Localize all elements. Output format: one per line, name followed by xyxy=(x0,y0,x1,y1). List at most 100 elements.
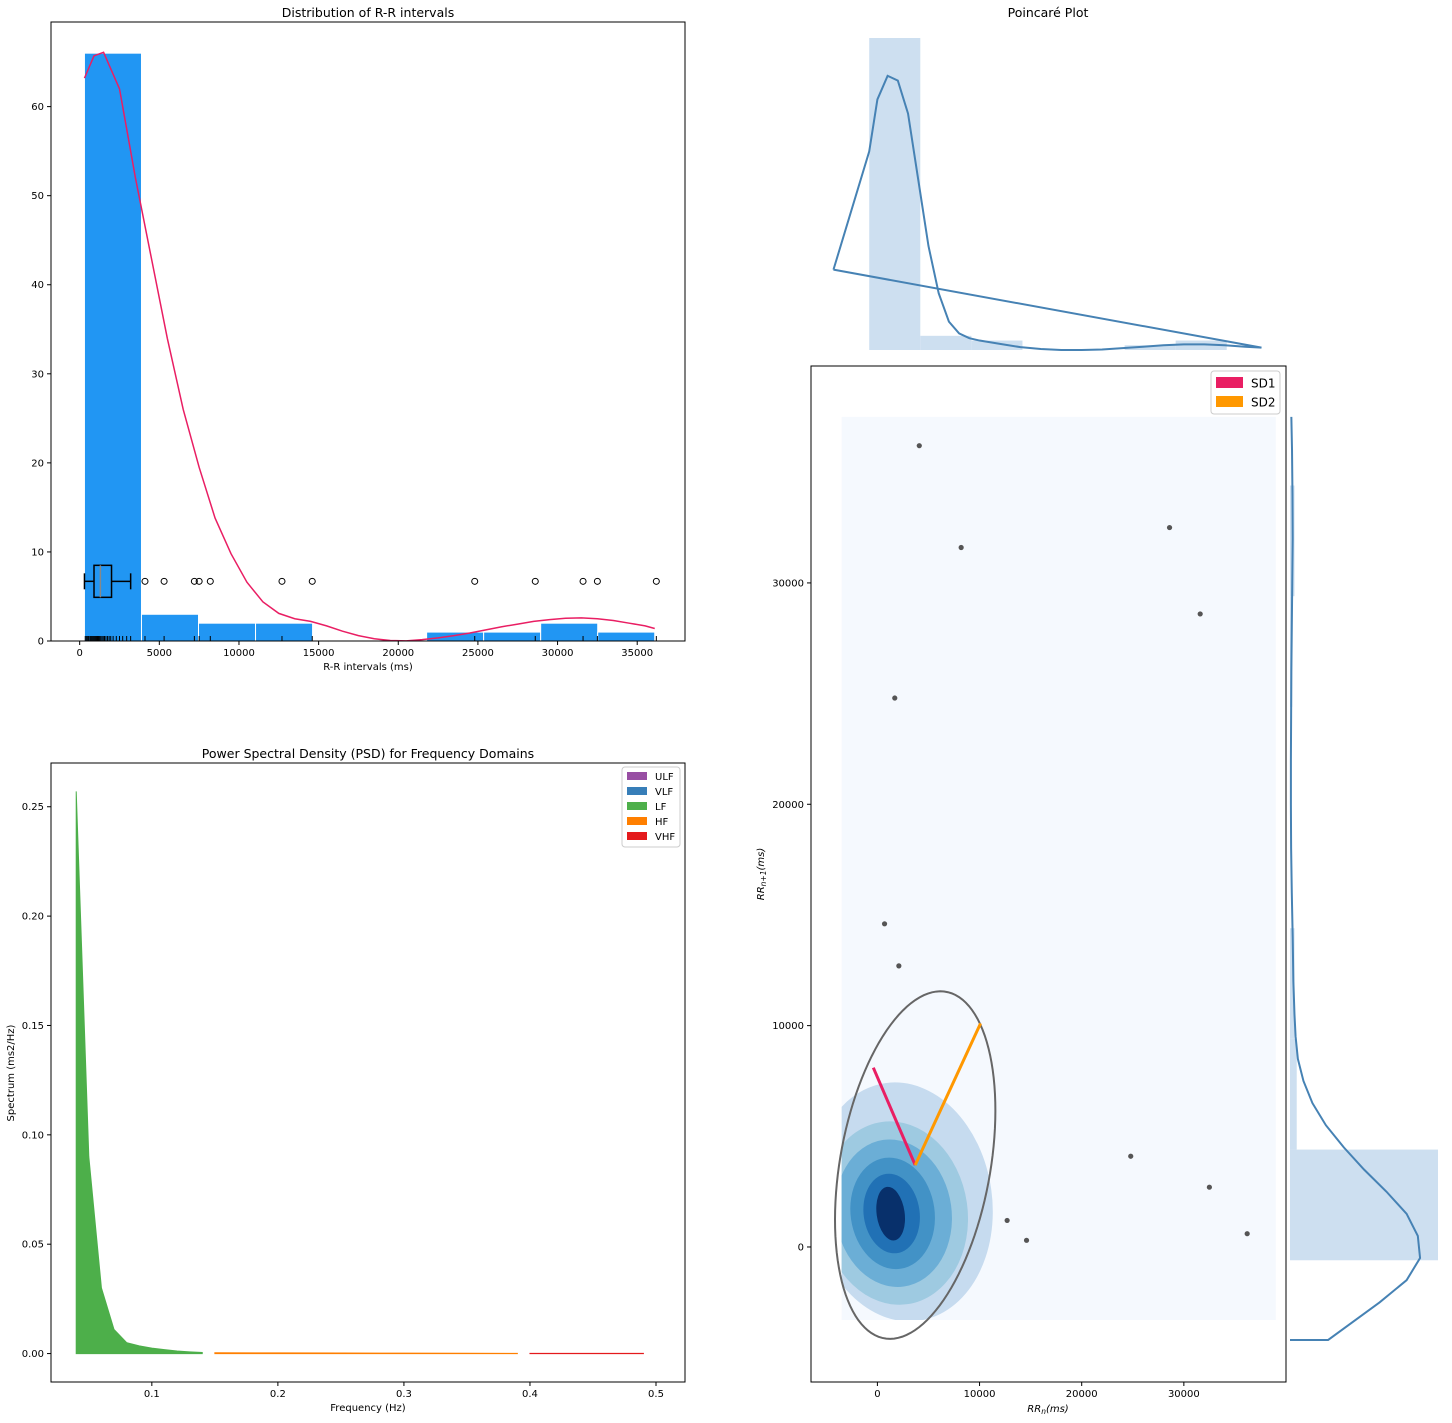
hist-xlabel: R-R intervals (ms) xyxy=(323,662,413,673)
hist-xtick-label: 15000 xyxy=(303,648,335,659)
psd-ytick-label: 0.00 xyxy=(22,1349,44,1360)
hist-outlier-point xyxy=(471,577,479,585)
poincare-chart: Poincaré Plot 0 10000 20000 30000 0 10000 2000… xyxy=(756,5,1438,1416)
poincare-point xyxy=(1004,1217,1010,1224)
hist-kde-line xyxy=(83,51,655,641)
poincare-ytick-label: 20000 xyxy=(772,800,804,811)
psd-ylabel: Spectrum (ms2/Hz) xyxy=(6,1024,17,1121)
poincare-point xyxy=(1197,611,1203,617)
poincare-legend-swatch xyxy=(1216,396,1243,407)
poincare-title: Poincaré Plot xyxy=(1008,5,1089,20)
psd-xtick-label: 0.4 xyxy=(522,1389,538,1400)
psd-legend-label: HF xyxy=(655,817,669,828)
poincare-legend-swatch xyxy=(1216,377,1243,388)
hist-bar xyxy=(140,613,200,641)
psd-legend-label: VHF xyxy=(655,832,675,843)
psd-legend-swatch xyxy=(627,772,647,780)
hist-xtick-label: 5000 xyxy=(147,648,172,659)
poincare-point xyxy=(892,695,898,701)
psd-xlabel: Frequency (Hz) xyxy=(330,1403,406,1414)
psd-legend-label: LF xyxy=(655,802,667,813)
poincare-ytick-label: 10000 xyxy=(772,1021,804,1032)
hist-plot-area xyxy=(83,51,660,641)
hist-outlier-point xyxy=(278,577,286,585)
poincare-point xyxy=(1023,1237,1030,1243)
hist-ytick-label: 10 xyxy=(31,547,44,558)
poincare-marginal-x-bar xyxy=(971,340,1023,350)
poincare-marginal-y-kde xyxy=(1289,416,1422,1341)
psd-ytick-label: 0.15 xyxy=(22,1021,44,1032)
hist-outlier-point xyxy=(190,577,198,585)
poincare-plot-area xyxy=(834,416,1276,1340)
poincare-xtick-label: 10000 xyxy=(964,1389,996,1400)
psd-legend: ULF VLF LF HF VHF xyxy=(621,766,681,848)
hist-outlier-point xyxy=(308,577,316,585)
hist-xtick-label: 10000 xyxy=(223,648,255,659)
poincare-xtick-label: 0 xyxy=(874,1389,880,1400)
poincare-sd1-line xyxy=(871,1067,917,1166)
psd-axes-frame xyxy=(50,762,686,1383)
poincare-xlabel: RRn(ms) xyxy=(1027,1404,1068,1416)
hist-ytick-label: 20 xyxy=(31,458,44,469)
hist-outlier-point xyxy=(206,577,214,585)
poincare-xtick-label: 20000 xyxy=(1066,1389,1098,1400)
psd-ytick-label: 0.10 xyxy=(22,1130,44,1141)
hist-xtick-label: 0 xyxy=(76,648,82,659)
hist-ytick-label: 60 xyxy=(31,102,44,113)
hist-outlier-point xyxy=(652,577,660,585)
poincare-point xyxy=(896,963,902,969)
psd-legend-label: VLF xyxy=(655,787,673,798)
hist-bar xyxy=(198,622,257,641)
hist-bar xyxy=(540,622,599,641)
hist-bar xyxy=(83,52,142,641)
psd-legend-swatch xyxy=(627,787,647,795)
hist-xtick-label: 30000 xyxy=(542,648,574,659)
hist-ytick-label: 50 xyxy=(31,191,44,202)
psd-ytick-label: 0.25 xyxy=(22,802,44,813)
psd-xtick-label: 0.5 xyxy=(648,1389,664,1400)
psd-chart: Power Spectral Density (PSD) for Frequen… xyxy=(6,746,686,1414)
poincare-point xyxy=(881,921,888,927)
psd-title: Power Spectral Density (PSD) for Frequen… xyxy=(202,746,534,761)
hist-xtick-label: 35000 xyxy=(621,648,653,659)
psd-legend-swatch xyxy=(627,802,647,810)
psd-xtick-label: 0.1 xyxy=(144,1389,160,1400)
poincare-point xyxy=(1128,1153,1134,1159)
hist-xtick-label: 20000 xyxy=(382,648,414,659)
hist-outlier-point xyxy=(593,577,601,585)
hist-ytick-label: 30 xyxy=(31,369,44,380)
poincare-marginal-x-bar xyxy=(869,38,921,350)
poincare-ellipse xyxy=(834,990,997,1340)
poincare-point xyxy=(1244,1231,1250,1237)
poincare-density-contours xyxy=(841,1082,993,1321)
psd-area-hf xyxy=(214,1352,518,1355)
poincare-marginal-y xyxy=(1289,416,1438,1341)
poincare-ytick-label: 30000 xyxy=(772,578,804,589)
hist-ytick-label: 40 xyxy=(31,280,44,291)
poincare-marginal-y-bar xyxy=(1290,1038,1297,1150)
poincare-xtick-label: 30000 xyxy=(1168,1389,1200,1400)
poincare-ylabel: RRn+1(ms) xyxy=(756,848,768,900)
poincare-marginal-x-bar xyxy=(1124,345,1176,350)
psd-xtick-label: 0.2 xyxy=(270,1389,286,1400)
psd-legend-swatch xyxy=(627,817,647,825)
hist-ticks: 0 5000 10000 15000 20000 25000 30000 35000 0 10 20… xyxy=(31,102,653,659)
hist-box xyxy=(93,564,113,599)
rr-histogram-chart: Distribution of R-R intervals 0 5000 10000… xyxy=(31,5,686,673)
hist-title: Distribution of R-R intervals xyxy=(282,5,454,20)
poincare-point xyxy=(1206,1184,1212,1190)
hist-outlier-point xyxy=(579,577,587,585)
poincare-density-level xyxy=(876,1186,906,1241)
poincare-ticks: 0 10000 20000 30000 0 10000 20000 30000 xyxy=(772,578,1200,1400)
poincare-ytick-label: 0 xyxy=(798,1242,804,1253)
hist-xtick-label: 25000 xyxy=(462,648,494,659)
psd-ticks: 0.1 0.2 0.3 0.4 0.5 0.00 0.05 0.10 0.15 0.20 0.25 xyxy=(22,802,664,1400)
poincare-marginal-x-bar xyxy=(920,335,972,350)
hist-ytick-label: 0 xyxy=(38,637,44,648)
psd-ytick-label: 0.20 xyxy=(22,912,44,923)
psd-ytick-label: 0.05 xyxy=(22,1240,44,1251)
psd-xtick-label: 0.3 xyxy=(396,1389,412,1400)
hist-bar xyxy=(255,622,314,641)
